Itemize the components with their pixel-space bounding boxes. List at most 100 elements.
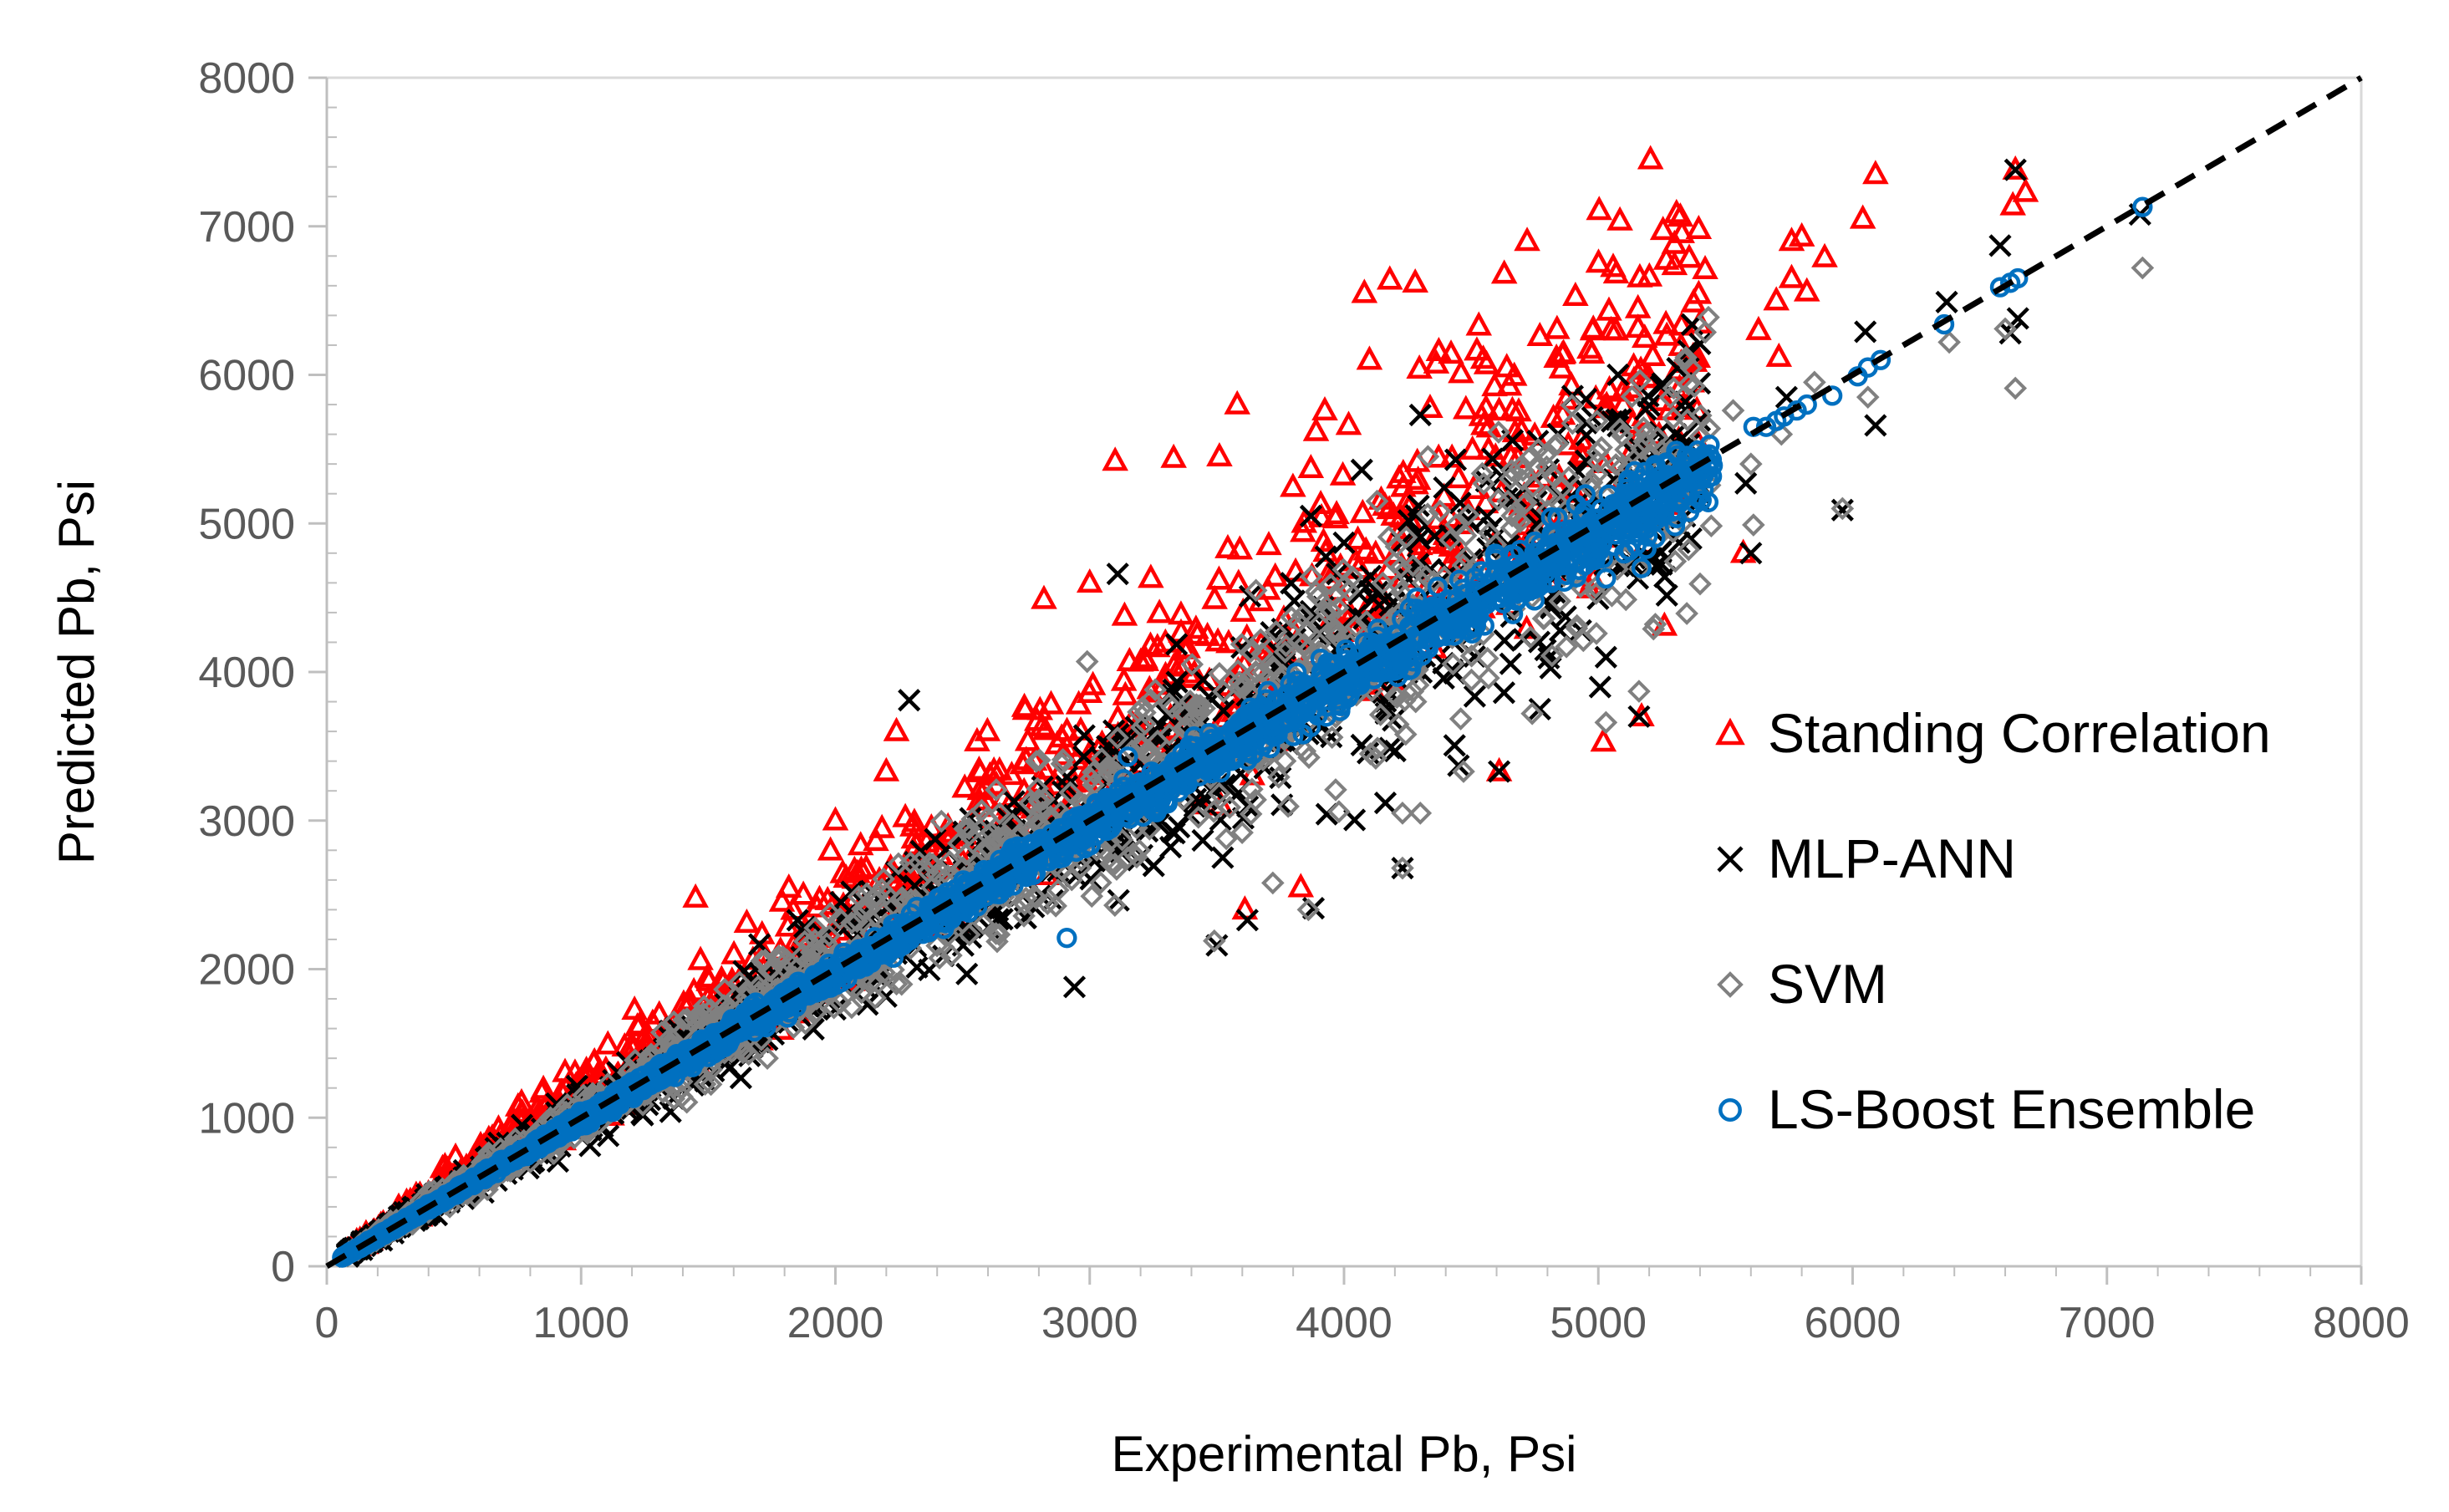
standing-correlation-point (1344, 525, 1372, 550)
standing-correlation-point (1417, 394, 1443, 419)
y-tick-label: 4000 (198, 649, 295, 697)
svm-point (1230, 633, 1254, 656)
svm-point (1585, 462, 1609, 486)
standing-correlation-point (1201, 584, 1228, 609)
svm-point (1180, 653, 1204, 676)
svm-point (1371, 571, 1395, 595)
y-tick-label: 6000 (198, 352, 295, 400)
svm-point (1323, 619, 1347, 644)
svm-point (1454, 523, 1478, 547)
svm-point (849, 980, 873, 1005)
mlp-ann-point (1160, 820, 1184, 843)
svm-point (1267, 765, 1291, 789)
standing-correlation-point (1849, 204, 1876, 229)
svm-point (693, 1072, 717, 1096)
svm-point (1606, 557, 1629, 581)
svm-point (1358, 742, 1382, 766)
svm-point (1327, 800, 1351, 823)
svm-point (817, 924, 841, 948)
svm-point (1508, 510, 1532, 534)
svm-point (1391, 856, 1414, 880)
standing-correlation-point (1788, 221, 1815, 247)
svm-point (692, 995, 716, 1018)
standing-correlation-point (1597, 315, 1625, 340)
svm-point (1548, 589, 1572, 613)
svm-point (1594, 710, 1618, 735)
svm-point (1856, 385, 1880, 409)
svm-point (1244, 578, 1268, 603)
standing-correlation-point (1606, 206, 1633, 231)
svm-point (1012, 904, 1036, 928)
standing-correlation-point (1311, 395, 1338, 420)
svm-point (1044, 894, 1067, 918)
svm-point (1535, 455, 1559, 479)
svm-point (872, 867, 895, 891)
x-tick-label: 6000 (1805, 1299, 1902, 1347)
svm-point (1050, 752, 1074, 776)
standing-correlation-point (1112, 680, 1139, 705)
svm-point (1688, 404, 1713, 428)
svm-point (1240, 777, 1264, 802)
svm-point (938, 850, 961, 873)
mlp-ann-point (1988, 234, 2012, 257)
svm-point (1620, 384, 1644, 409)
standing-correlation-point (976, 761, 1004, 786)
standing-correlation-point (1778, 263, 1805, 288)
standing-correlation-point (1014, 726, 1041, 751)
mlp-ann-point (1443, 734, 1466, 757)
svm-point (1416, 445, 1440, 469)
svm-point (1227, 670, 1251, 695)
standing-correlation-point (1639, 341, 1667, 366)
mlp-ann-point (1854, 320, 1877, 344)
svm-point (925, 934, 949, 958)
svm-point (1326, 596, 1350, 620)
standing-correlation-point (1102, 446, 1128, 471)
mlp-ann-point (1191, 828, 1214, 853)
standing-correlation-point (1652, 309, 1679, 334)
mlp-ann-point (898, 689, 921, 712)
mlp-ann-point (1433, 476, 1456, 500)
svm-point (1478, 521, 1501, 545)
svm-point (845, 909, 869, 934)
svm-point (1214, 827, 1239, 851)
standing-correlation-point (1143, 633, 1171, 658)
standing-correlation-point (1403, 470, 1429, 495)
svm-point (1122, 842, 1145, 865)
svm-point (1089, 871, 1112, 894)
svm-point (691, 1001, 715, 1026)
standing-correlation-point (682, 883, 709, 908)
mlp-ann-point (1165, 670, 1189, 694)
standing-correlation-point (1402, 267, 1428, 293)
mlp-ann-point (1235, 909, 1259, 932)
standing-correlation-point (1649, 216, 1677, 241)
standing-correlation-point (1310, 527, 1337, 552)
standing-correlation-point (676, 985, 704, 1011)
standing-correlation-point (1390, 458, 1417, 483)
svm-point (1157, 692, 1181, 715)
standing-correlation-point (1111, 601, 1138, 626)
standing-correlation-point (1261, 562, 1289, 587)
mlp-ann-point (1314, 545, 1337, 568)
standing-correlation-point (951, 773, 978, 798)
standing-correlation-point (1448, 359, 1474, 384)
standing-correlation-point (1624, 293, 1652, 318)
mlp-ann-point (1350, 458, 1373, 481)
svm-point (1721, 399, 1745, 422)
standing-correlation-point (1146, 598, 1173, 624)
svm-point (818, 902, 843, 925)
svm-point (1103, 852, 1127, 876)
standing-correlation-point (1335, 410, 1362, 435)
standing-correlation-point (580, 1048, 608, 1073)
mlp-ann-point (1408, 403, 1432, 427)
svm-point (672, 1008, 695, 1032)
svm-point (1319, 598, 1343, 623)
svm-point (1408, 802, 1433, 825)
standing-correlation-point (1793, 277, 1820, 302)
svm-point (1304, 580, 1328, 603)
svm-point (1189, 693, 1212, 717)
svm-point (929, 809, 954, 833)
svm-point (1391, 802, 1414, 825)
standing-correlation-point (2012, 177, 2039, 202)
mlp-ann-point (1072, 724, 1096, 747)
svm-point (1018, 791, 1041, 815)
